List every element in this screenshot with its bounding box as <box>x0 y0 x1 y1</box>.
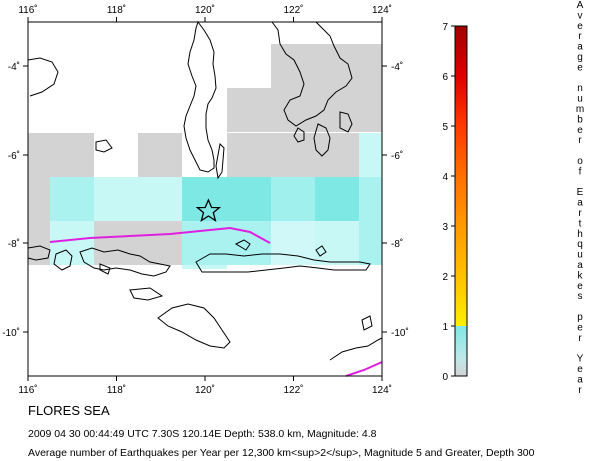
lon-label-bottom-124: 124˚ <box>372 384 392 396</box>
scale-title-letter: e <box>577 21 583 32</box>
scale-title-letter: r <box>578 208 582 219</box>
scale-title-letter: r <box>578 135 582 146</box>
scale-title-letter: a <box>577 42 583 53</box>
scale-title-letter: e <box>577 322 583 333</box>
scale-label-2: 2 <box>442 272 448 283</box>
scale-label-0: 0 <box>442 372 448 383</box>
lat-label-right--8: -8˚ <box>391 238 403 250</box>
lon-label-bottom-116: 116˚ <box>18 384 37 396</box>
scale-title-letter: q <box>577 239 583 250</box>
scale-title-letter: t <box>579 218 582 229</box>
region-title: FLORES SEA <box>28 403 110 418</box>
scale-title-letter: r <box>578 385 582 396</box>
scale-title-letter: s <box>578 291 583 302</box>
lat-label-right--10: -10˚ <box>391 327 409 339</box>
scale-label-5: 5 <box>442 122 448 133</box>
lon-label-top-118: 118˚ <box>107 4 126 16</box>
seismicity-grid <box>28 44 382 269</box>
coastlines <box>27 20 383 361</box>
scale-title-letter: e <box>577 281 583 292</box>
trench-line <box>49 226 271 244</box>
lon-label-bottom-122: 122˚ <box>283 384 303 396</box>
lat-label-right--6: -6˚ <box>391 150 403 162</box>
scale-title-letter: v <box>578 10 583 21</box>
lat-label-left--10: -10˚ <box>2 327 20 339</box>
lon-label-top-122: 122˚ <box>283 4 303 16</box>
scale-label-7: 7 <box>442 22 448 33</box>
lat-label-left--4: -4˚ <box>8 61 20 73</box>
scale-title-letter: m <box>576 104 584 115</box>
scale-title-letter: o <box>577 156 583 167</box>
scale-title-letter: a <box>577 374 583 385</box>
scale-title-letter: g <box>577 52 583 63</box>
scale-title-letter: k <box>578 270 584 281</box>
lon-label-bottom-120: 120˚ <box>195 384 215 396</box>
lat-label-left--8: -8˚ <box>8 238 20 250</box>
scale-title-letter: e <box>577 364 583 375</box>
lon-label-bottom-118: 118˚ <box>107 384 126 396</box>
event-info: 2009 04 30 00:44:49 UTC 7.30S 120.14E De… <box>28 428 377 440</box>
scale-label-4: 4 <box>442 172 448 183</box>
scale-title-letter: p <box>577 312 583 323</box>
lat-label-left--6: -6˚ <box>8 150 20 162</box>
scale-title-letter: n <box>577 83 583 94</box>
lon-label-top-124: 124˚ <box>372 4 392 16</box>
scale-title-letter: r <box>578 333 582 344</box>
star-icon <box>195 198 222 222</box>
lon-label-top-116: 116˚ <box>18 4 37 16</box>
scale-title-letter: h <box>577 229 583 240</box>
map-ticks <box>23 17 387 381</box>
scale-label-1: 1 <box>442 322 448 333</box>
scale-title-letter: Y <box>577 354 584 365</box>
scale-title-letter: e <box>577 125 583 136</box>
scale-title-letter: e <box>577 62 583 73</box>
lat-label-right--4: -4˚ <box>391 61 403 73</box>
scale-title-letter: a <box>577 260 583 271</box>
scale-title-letter: u <box>577 94 583 105</box>
color-scale <box>451 25 468 377</box>
scale-title-letter: A <box>577 0 584 11</box>
scale-title-letter: a <box>577 198 583 209</box>
trench-line-south <box>345 361 383 377</box>
scale-title-letter: f <box>579 166 582 177</box>
scale-title-letter: u <box>577 250 583 261</box>
scale-title-letter: b <box>577 114 583 125</box>
lon-label-top-120: 120˚ <box>195 4 215 16</box>
scale-title-letter: r <box>578 31 582 42</box>
map-description: Average number of Earthquakes per Year p… <box>28 447 535 459</box>
scale-label-6: 6 <box>442 72 448 83</box>
scale-label-3: 3 <box>442 222 448 233</box>
scale-title-letter: E <box>577 187 584 198</box>
